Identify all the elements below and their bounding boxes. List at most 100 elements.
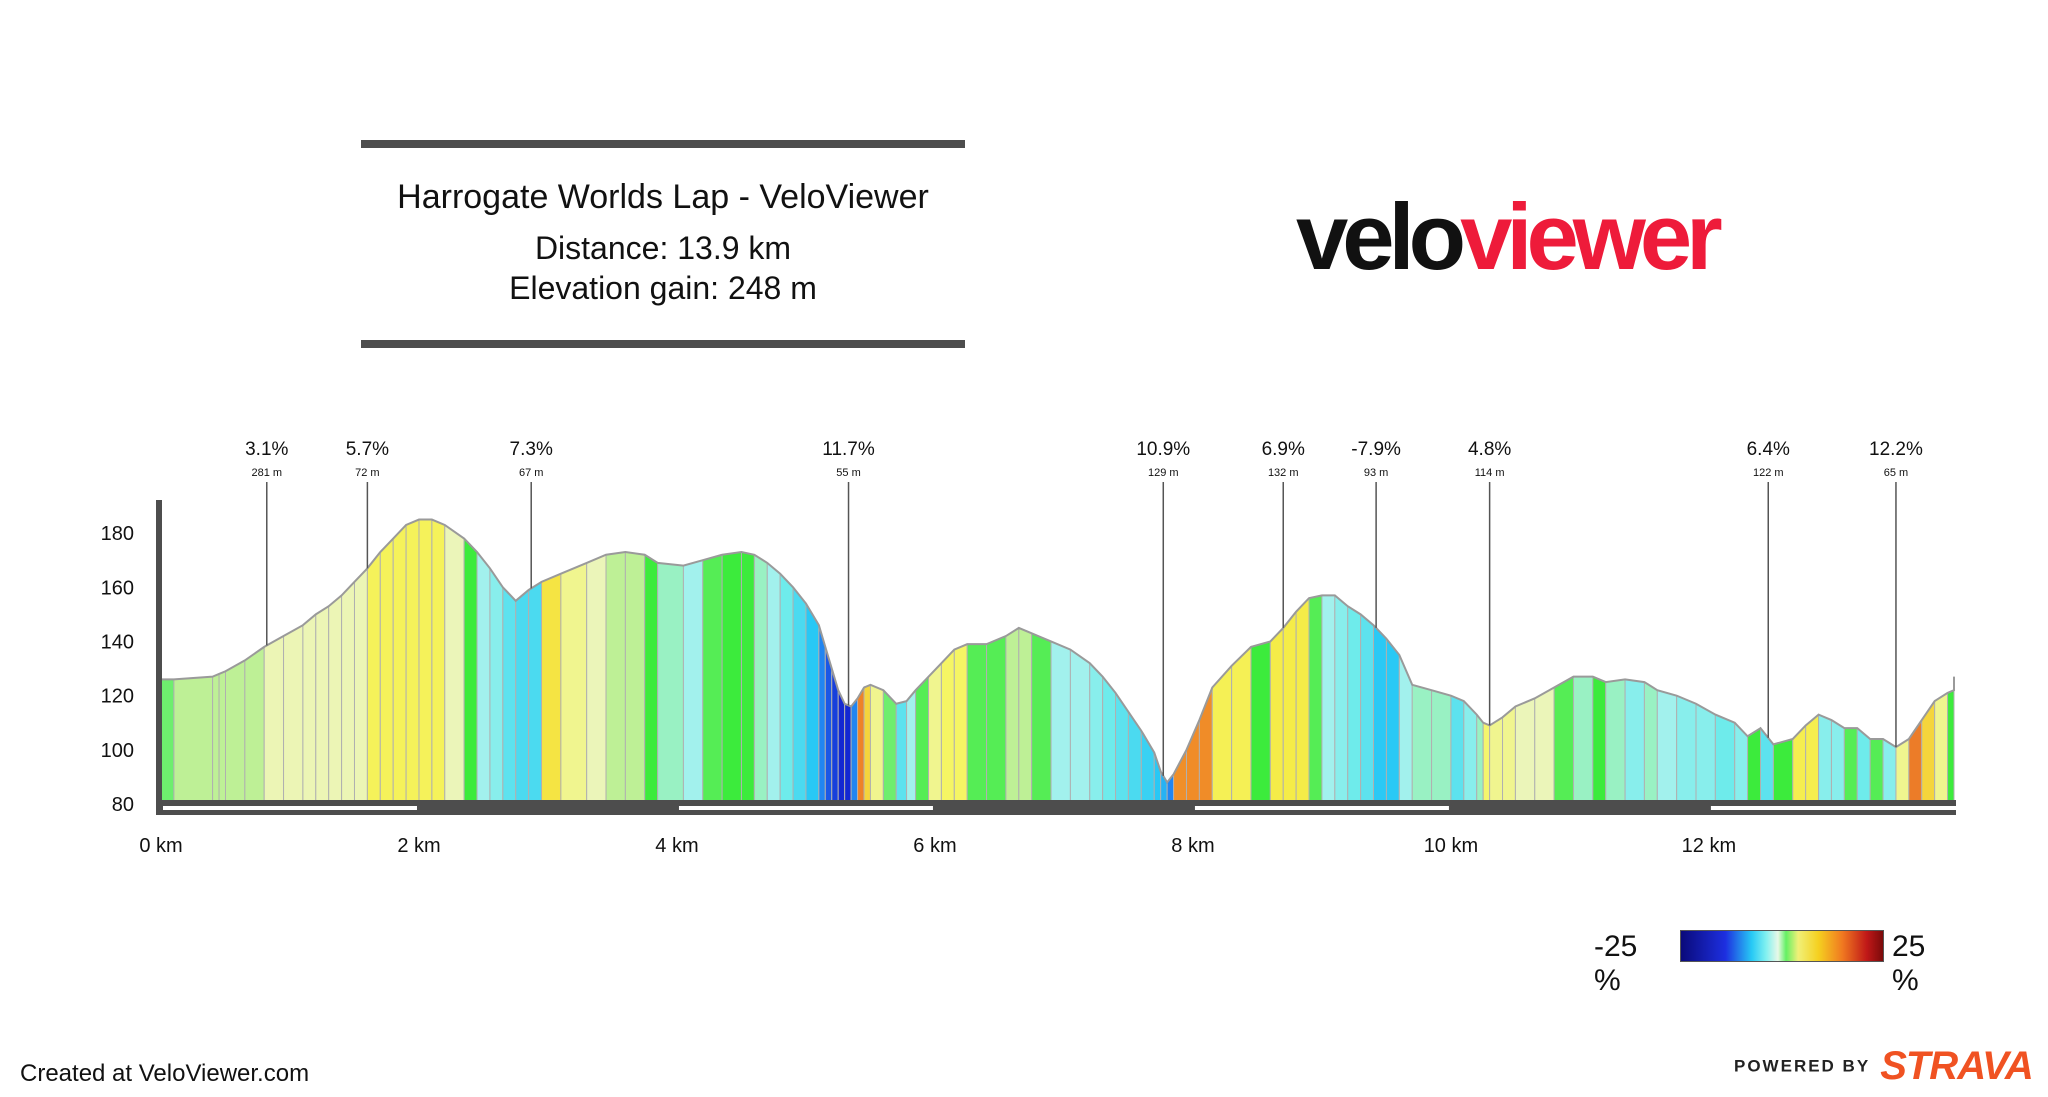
title-top-rule bbox=[361, 140, 965, 148]
profile-segment bbox=[1895, 738, 1910, 805]
y-tick-label: 120 bbox=[101, 686, 134, 708]
profile-segment bbox=[1502, 705, 1516, 805]
profile-segment bbox=[779, 572, 794, 805]
profile-segment bbox=[940, 648, 955, 805]
x-tick-label: 4 km bbox=[655, 835, 698, 857]
profile-segment bbox=[1830, 719, 1845, 805]
profile-segment bbox=[218, 670, 226, 805]
profile-segment bbox=[863, 684, 871, 805]
profile-segment bbox=[1656, 689, 1678, 805]
climb-length-label: 132 m bbox=[1268, 467, 1299, 479]
profile-segment bbox=[1934, 692, 1949, 805]
climb-length-label: 67 m bbox=[519, 467, 543, 479]
profile-segment bbox=[1385, 637, 1400, 805]
profile-segment bbox=[444, 524, 465, 805]
climb-grade-label: 7.3% bbox=[510, 439, 553, 460]
profile-segment bbox=[392, 523, 407, 805]
profile-segment bbox=[1869, 738, 1884, 805]
profile-segment bbox=[1089, 661, 1104, 805]
profile-segment bbox=[1489, 716, 1504, 805]
climb-grade-label: 4.8% bbox=[1468, 439, 1511, 460]
profile-segment bbox=[1856, 727, 1871, 805]
created-at-link[interactable]: Created at VeloViewer.com bbox=[20, 1060, 310, 1087]
climb-grade-label: 6.9% bbox=[1262, 439, 1305, 460]
profile-segment bbox=[1347, 605, 1362, 805]
profile-segment bbox=[1747, 727, 1762, 805]
profile-segment bbox=[1269, 626, 1284, 805]
climb-length-label: 122 m bbox=[1753, 467, 1784, 479]
profile-segment bbox=[379, 537, 394, 805]
elevation-gain-text: Elevation gain: 248 m bbox=[509, 270, 817, 306]
x-tick-label: 10 km bbox=[1424, 835, 1478, 857]
powered-by-strava[interactable]: POWERED BY STRAVA bbox=[1734, 1044, 2034, 1089]
profile-segment bbox=[850, 696, 859, 805]
climb-marker: 6.4% 122 m bbox=[1747, 439, 1790, 738]
profile-segment bbox=[528, 580, 543, 805]
x-axis-band-highlight bbox=[678, 806, 933, 810]
profile-segment bbox=[740, 551, 755, 805]
profile-segment bbox=[1482, 721, 1491, 805]
profile-segment bbox=[844, 703, 852, 805]
profile-segment bbox=[682, 559, 704, 805]
profile-segment bbox=[1431, 689, 1452, 805]
profile-segment bbox=[753, 553, 768, 805]
profile-segment bbox=[1463, 699, 1478, 805]
profile-segment bbox=[953, 643, 968, 805]
profile-segment bbox=[702, 554, 723, 805]
profile-segment bbox=[160, 678, 175, 805]
profile-segments bbox=[160, 518, 1955, 805]
profile-segment bbox=[1695, 702, 1716, 805]
strava-logo: STRAVA bbox=[1880, 1044, 2034, 1088]
profile-segment bbox=[805, 601, 820, 805]
climb-length-label: 72 m bbox=[355, 467, 379, 479]
logo-viewer: viewer bbox=[1460, 184, 1723, 289]
climb-marker: 7.3% 67 m bbox=[510, 439, 553, 589]
profile-segment bbox=[173, 676, 214, 805]
profile-segment bbox=[657, 562, 684, 805]
y-tick-label: 80 bbox=[112, 794, 134, 816]
profile-segment bbox=[1231, 645, 1252, 805]
profile-segment bbox=[586, 554, 607, 805]
profile-segment bbox=[906, 688, 917, 805]
y-tick-label: 160 bbox=[101, 577, 134, 599]
logo-velo: velo bbox=[1296, 184, 1466, 289]
climb-length-label: 281 m bbox=[251, 467, 282, 479]
profile-segment bbox=[328, 594, 343, 805]
profile-segment bbox=[405, 518, 420, 805]
profile-segment bbox=[541, 572, 562, 805]
profile-segment bbox=[1534, 686, 1555, 805]
veloviewer-logo[interactable]: veloviewer bbox=[1296, 190, 1723, 284]
x-tick-label: 8 km bbox=[1171, 835, 1214, 857]
legend-color-scale bbox=[1680, 930, 1884, 962]
climb-length-label: 65 m bbox=[1884, 467, 1908, 479]
climb-length-label: 93 m bbox=[1364, 467, 1388, 479]
climb-marker: 3.1% 281 m bbox=[245, 439, 289, 646]
profile-segment bbox=[882, 688, 897, 805]
profile-segment bbox=[1450, 694, 1465, 805]
profile-segment bbox=[837, 690, 846, 805]
profile-segment bbox=[1947, 689, 1955, 805]
powered-by-label: POWERED BY bbox=[1734, 1056, 1871, 1076]
profile-segment bbox=[1173, 749, 1187, 805]
x-tick-label: 6 km bbox=[913, 835, 956, 857]
climb-length-label: 55 m bbox=[836, 467, 860, 479]
profile-segment bbox=[1211, 664, 1233, 805]
legend-max-label: 25 % bbox=[1892, 930, 1926, 997]
profile-segment bbox=[869, 684, 884, 805]
climb-grade-label: 6.4% bbox=[1747, 439, 1790, 460]
profile-segment bbox=[1031, 632, 1052, 805]
climb-grade-label: 3.1% bbox=[245, 439, 288, 460]
y-axis-line bbox=[156, 500, 162, 810]
profile-segment bbox=[1714, 713, 1736, 805]
profile-segment bbox=[1373, 623, 1387, 805]
profile-segment bbox=[1760, 726, 1774, 805]
profile-segment bbox=[1772, 738, 1794, 805]
climb-grade-label: -7.9% bbox=[1351, 439, 1401, 460]
profile-segment bbox=[489, 566, 504, 805]
profile-segment bbox=[418, 519, 433, 805]
profile-segment bbox=[766, 561, 781, 805]
profile-segment bbox=[792, 585, 807, 805]
profile-segment bbox=[1411, 684, 1433, 805]
profile-segment bbox=[315, 605, 330, 805]
y-tick-label: 100 bbox=[101, 740, 134, 762]
